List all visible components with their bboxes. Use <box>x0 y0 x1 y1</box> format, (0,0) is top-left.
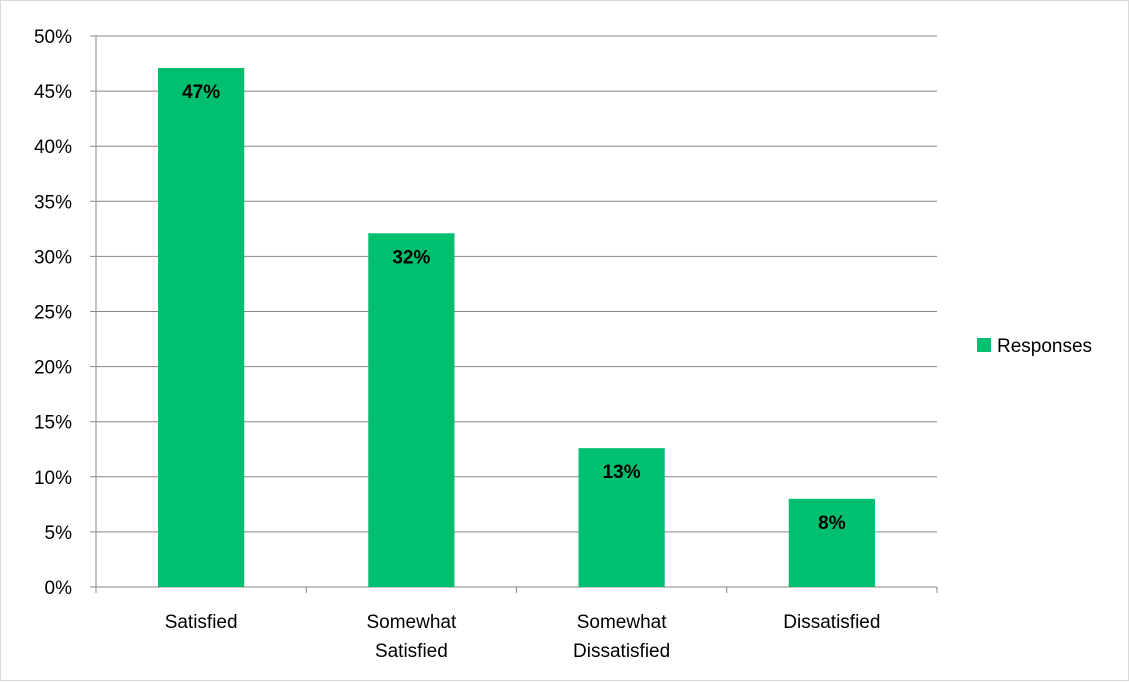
y-tick-label: 50% <box>34 27 72 48</box>
x-tick-label: Satisfied <box>165 612 238 633</box>
x-tick-label: Somewhat <box>577 612 667 633</box>
x-tick-label: Dissatisfied <box>783 612 880 633</box>
y-tick-label: 40% <box>34 137 72 158</box>
y-tick-label: 10% <box>34 468 72 489</box>
y-tick-label: 30% <box>34 247 72 268</box>
bar <box>158 67 245 587</box>
x-tick-label: Dissatisfied <box>573 641 670 662</box>
y-tick-label: 20% <box>34 358 72 379</box>
bar <box>788 498 875 587</box>
bar <box>368 233 455 587</box>
y-tick-label: 45% <box>34 82 72 103</box>
legend-swatch <box>977 338 991 352</box>
data-label: 47% <box>182 82 220 103</box>
y-tick-label: 15% <box>34 413 72 434</box>
y-tick-label: 5% <box>45 523 73 544</box>
data-label: 13% <box>603 462 641 483</box>
x-tick-label: Somewhat <box>366 612 456 633</box>
x-tick-label: Satisfied <box>375 641 448 662</box>
legend-label: Responses <box>997 336 1092 357</box>
y-tick-label: 35% <box>34 192 72 213</box>
y-tick-label: 0% <box>45 578 73 599</box>
y-tick-label: 25% <box>34 303 72 324</box>
data-label: 8% <box>818 513 846 534</box>
bar <box>578 448 665 587</box>
data-label: 32% <box>392 247 430 268</box>
